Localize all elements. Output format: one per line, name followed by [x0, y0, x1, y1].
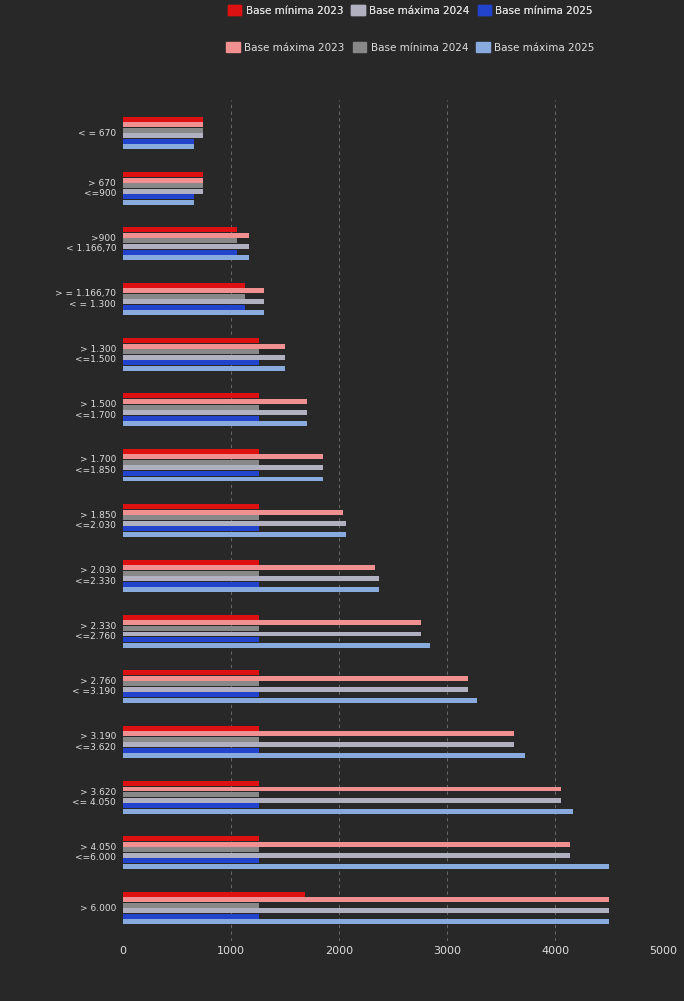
Bar: [123, 194, 194, 199]
Bar: [123, 859, 259, 864]
Bar: [123, 754, 525, 759]
Bar: [123, 505, 259, 510]
Bar: [123, 588, 379, 593]
Bar: [123, 177, 202, 182]
Bar: [123, 238, 237, 243]
Bar: [123, 621, 421, 626]
Bar: [123, 421, 307, 426]
Bar: [123, 897, 609, 902]
Bar: [123, 919, 609, 924]
Bar: [123, 454, 323, 459]
Bar: [123, 288, 263, 293]
Bar: [123, 687, 468, 692]
Bar: [123, 294, 245, 299]
Bar: [123, 249, 237, 254]
Bar: [123, 737, 259, 742]
Bar: [123, 117, 202, 122]
Bar: [123, 393, 259, 398]
Bar: [123, 365, 285, 370]
Bar: [123, 465, 323, 470]
Bar: [123, 582, 259, 587]
Bar: [123, 532, 345, 537]
Bar: [123, 343, 285, 348]
Bar: [123, 892, 304, 897]
Bar: [123, 200, 194, 205]
Bar: [123, 349, 259, 354]
Bar: [123, 842, 570, 847]
Bar: [123, 471, 259, 475]
Bar: [123, 144, 194, 149]
Bar: [123, 676, 468, 681]
Bar: [123, 903, 259, 908]
Bar: [123, 671, 259, 676]
Bar: [123, 338, 259, 343]
Bar: [123, 448, 259, 453]
Bar: [123, 459, 259, 464]
Bar: [123, 310, 263, 315]
Bar: [123, 233, 249, 238]
Bar: [123, 731, 514, 736]
Bar: [123, 615, 259, 620]
Bar: [123, 643, 430, 648]
Bar: [123, 914, 259, 919]
Bar: [123, 637, 259, 642]
Bar: [123, 787, 561, 792]
Legend: Base máxima 2023, Base mínima 2024, Base máxima 2025: Base máxima 2023, Base mínima 2024, Base…: [226, 42, 594, 53]
Bar: [123, 410, 307, 415]
Bar: [123, 510, 343, 515]
Bar: [123, 560, 259, 565]
Bar: [123, 798, 561, 803]
Bar: [123, 908, 609, 913]
Bar: [123, 139, 194, 144]
Bar: [123, 698, 477, 703]
Bar: [123, 853, 570, 858]
Bar: [123, 172, 202, 177]
Bar: [123, 122, 202, 127]
Bar: [123, 693, 259, 698]
Bar: [123, 399, 307, 404]
Bar: [123, 227, 237, 232]
Bar: [123, 360, 259, 365]
Bar: [123, 748, 259, 753]
Bar: [123, 476, 323, 481]
Bar: [123, 305, 245, 310]
Bar: [123, 864, 609, 869]
Bar: [123, 527, 259, 532]
Bar: [123, 781, 259, 786]
Bar: [123, 836, 259, 841]
Bar: [123, 404, 259, 409]
Bar: [123, 632, 421, 637]
Bar: [123, 566, 375, 570]
Bar: [123, 726, 259, 731]
Bar: [123, 244, 249, 249]
Bar: [123, 792, 259, 797]
Bar: [123, 282, 245, 287]
Bar: [123, 128, 202, 133]
Bar: [123, 809, 573, 814]
Bar: [123, 571, 259, 576]
Legend: Base mínima 2023, Base máxima 2024, Base mínima 2025: Base mínima 2023, Base máxima 2024, Base…: [228, 5, 593, 16]
Bar: [123, 354, 285, 359]
Bar: [123, 848, 259, 853]
Bar: [123, 133, 202, 138]
Bar: [123, 516, 259, 521]
Bar: [123, 183, 202, 188]
Bar: [123, 577, 379, 582]
Bar: [123, 682, 259, 687]
Bar: [123, 255, 249, 260]
Bar: [123, 188, 202, 193]
Bar: [123, 299, 263, 304]
Bar: [123, 415, 259, 420]
Bar: [123, 803, 259, 808]
Bar: [123, 742, 514, 747]
Bar: [123, 521, 345, 526]
Bar: [123, 626, 259, 631]
